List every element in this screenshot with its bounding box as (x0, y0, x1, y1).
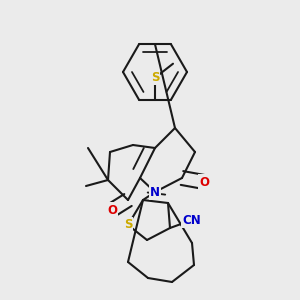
Text: N: N (150, 185, 160, 199)
Text: CN: CN (183, 214, 201, 226)
Text: O: O (107, 203, 117, 217)
Text: S: S (124, 218, 132, 232)
Text: O: O (199, 176, 209, 188)
Text: S: S (151, 71, 159, 84)
